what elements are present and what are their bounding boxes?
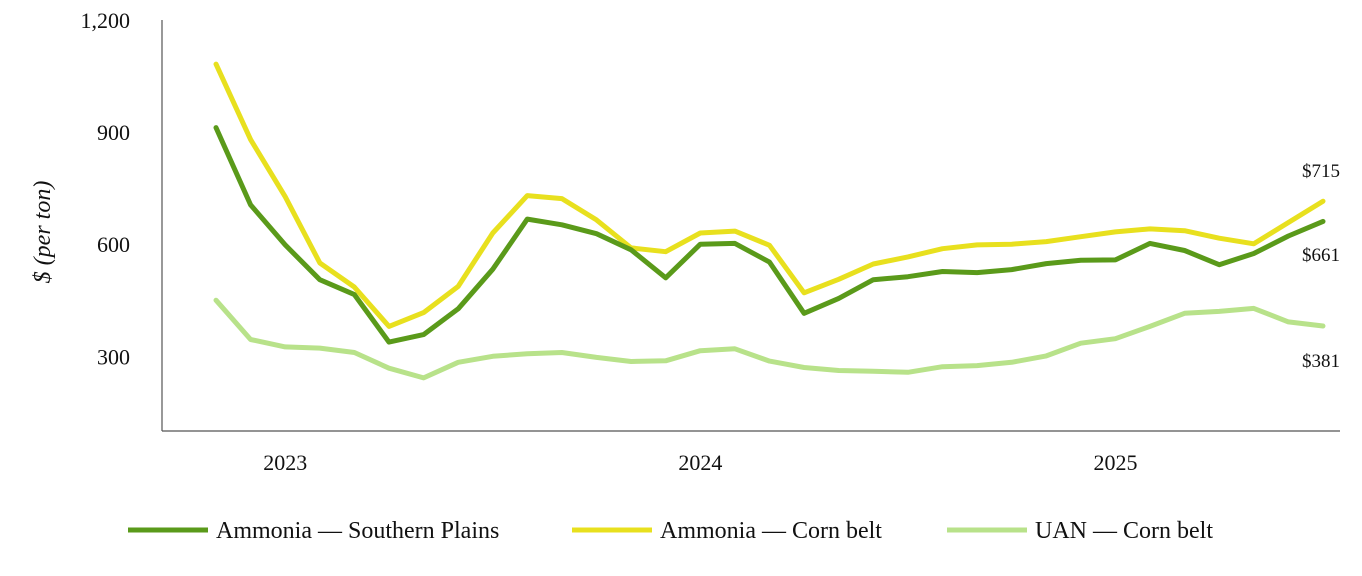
end-value-label: $715: [1302, 161, 1340, 182]
x-year-label: 2023: [263, 450, 307, 475]
series-lines: [213, 61, 1326, 381]
end-value-label: $381: [1302, 351, 1340, 372]
series-line: [213, 125, 1326, 345]
series-line: [213, 297, 1326, 381]
y-tick-labels: 300 600 900 1,200: [81, 8, 131, 369]
axes: [161, 20, 1340, 432]
y-tick-label: 900: [97, 120, 130, 145]
x-year-labels: 2023 2024 2025: [263, 450, 1137, 475]
legend-label: Ammonia — Corn belt: [660, 518, 882, 544]
legend: Ammonia — Southern Plains Ammonia — Corn …: [128, 518, 1213, 544]
y-tick-label: 300: [97, 344, 130, 369]
y-tick-label: 1,200: [81, 8, 131, 33]
y-tick-label: 600: [97, 232, 130, 257]
legend-label: Ammonia — Southern Plains: [216, 518, 499, 544]
x-year-label: 2024: [678, 450, 722, 475]
x-year-label: 2025: [1093, 450, 1137, 475]
y-axis-label: $ (per ton): [30, 181, 56, 284]
series-line: [213, 61, 1326, 329]
end-value-labels: $715 $661 $381: [1302, 161, 1340, 372]
end-value-label: $661: [1302, 245, 1340, 266]
legend-label: UAN — Corn belt: [1035, 518, 1213, 544]
